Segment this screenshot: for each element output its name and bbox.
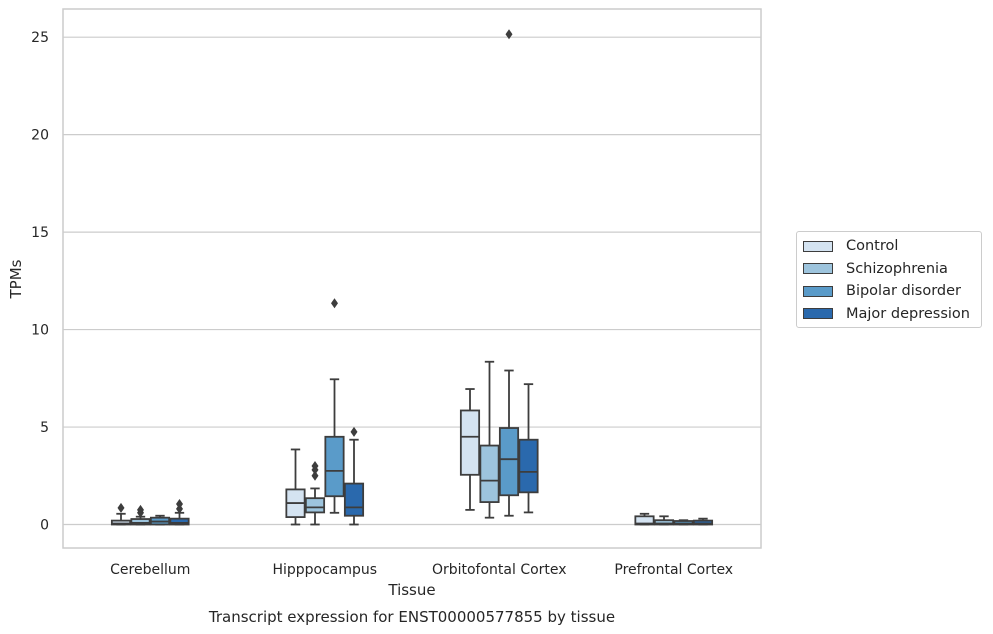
box-major-depression	[343, 426, 365, 526]
legend-swatch	[803, 240, 833, 252]
y-tick-label: 10	[31, 323, 49, 339]
legend-item: Major depression	[797, 303, 981, 326]
box-major-depression	[692, 517, 714, 526]
legend-swatch	[803, 308, 833, 320]
x-axis-ticks: Cerebellum Hipppocampus Orbitofontal Corte…	[110, 562, 733, 578]
box-iqr	[653, 519, 675, 526]
legend-item: Control	[797, 235, 981, 258]
box-schizophrenia	[653, 515, 675, 526]
x-tick-label: Hipppocampus	[272, 562, 377, 578]
chart-title: Transcript expression for ENST0000057785…	[208, 608, 615, 626]
y-tick-label: 0	[40, 518, 49, 534]
legend-label: Schizophrenia	[846, 260, 948, 277]
y-tick-label: 25	[31, 30, 49, 46]
box-iqr	[498, 427, 520, 497]
box-iqr	[343, 482, 365, 517]
box-iqr	[518, 438, 539, 494]
box-iqr	[479, 444, 500, 503]
legend-swatch	[803, 263, 833, 275]
outlier-point	[331, 298, 338, 309]
box-bipolar-disorder	[149, 514, 171, 526]
box-control	[634, 512, 655, 526]
box-iqr	[130, 518, 151, 526]
outlier-point	[117, 502, 125, 513]
box-schizophrenia	[130, 504, 151, 526]
outlier-point	[350, 426, 358, 437]
x-tick-label: Cerebellum	[110, 562, 190, 578]
box-bipolar-disorder	[673, 519, 694, 526]
grid-lines	[63, 36, 761, 526]
legend-label: Major depression	[846, 305, 970, 322]
y-axis-label: TPMs	[7, 259, 25, 299]
legend-label: Control	[846, 238, 899, 255]
box-iqr	[634, 515, 655, 526]
box-major-depression	[169, 499, 190, 526]
outlier-point	[311, 470, 319, 481]
box-bipolar-disorder	[324, 298, 345, 514]
box-control	[110, 502, 132, 526]
x-tick-label: Prefrontal Cortex	[614, 562, 733, 578]
box-iqr	[692, 519, 714, 526]
box-schizophrenia	[479, 360, 500, 519]
box-iqr	[324, 435, 345, 498]
legend-item: Bipolar disorder	[797, 280, 981, 303]
x-tick-label: Orbitofontal Cortex	[432, 562, 567, 578]
box-iqr	[459, 409, 481, 476]
legend-label: Bipolar disorder	[846, 283, 961, 300]
box-control	[285, 448, 306, 526]
y-tick-label: 5	[40, 420, 49, 436]
legend: Control Schizophrenia Bipolar disorder Majo…	[796, 231, 982, 328]
box-schizophrenia	[304, 461, 326, 526]
y-tick-label: 20	[31, 128, 49, 144]
outlier-point	[505, 29, 513, 40]
y-axis-ticks: 0 5 10 15 20 25	[31, 30, 49, 533]
box-iqr	[110, 519, 132, 526]
outlier-point	[176, 499, 183, 510]
box-major-depression	[518, 383, 539, 514]
legend-swatch	[803, 285, 833, 297]
legend-item: Schizophrenia	[797, 258, 981, 281]
plot-area	[62, 8, 762, 549]
outlier-point	[137, 504, 144, 515]
y-tick-label: 15	[31, 225, 49, 241]
box-control	[459, 388, 481, 511]
x-axis-label: Tissue	[387, 581, 435, 599]
outlier-point	[311, 461, 319, 472]
box-plots	[110, 29, 714, 526]
box-bipolar-disorder	[498, 29, 520, 517]
box-iqr	[169, 517, 190, 526]
box-iqr	[304, 497, 326, 514]
